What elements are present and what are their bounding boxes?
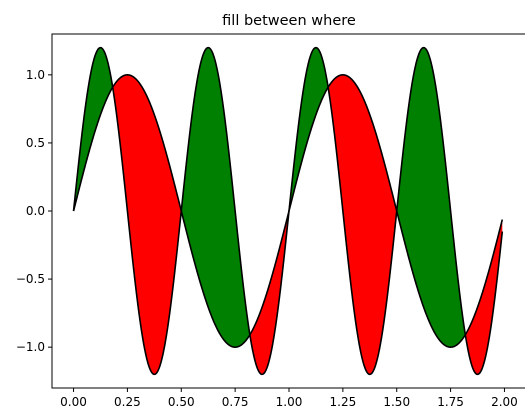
- y-tick-label: 0.5: [26, 136, 45, 150]
- x-tick-label: 0.25: [114, 395, 141, 409]
- x-tick-label: 1.25: [330, 395, 357, 409]
- x-tick-label: 0.50: [168, 395, 195, 409]
- fill-regions: [73, 47, 503, 375]
- chart-title: fill between where: [222, 13, 356, 29]
- y-axis: −1.0 −0.5 0.0 0.5 1.0: [16, 68, 52, 354]
- x-tick-label: 1.50: [383, 395, 410, 409]
- y-tick-label: 1.0: [26, 68, 45, 82]
- x-tick-label: 1.75: [437, 395, 464, 409]
- x-tick-label: 0.75: [222, 395, 249, 409]
- y-tick-label: 0.0: [26, 204, 45, 218]
- fill-region-red: [328, 74, 397, 375]
- series-line-2: [72, 46, 504, 376]
- fill-region-green: [181, 47, 250, 348]
- y-tick-label: −1.0: [16, 340, 45, 354]
- fill-region-red: [465, 219, 503, 375]
- x-tick-label: 1.00: [276, 395, 303, 409]
- series-lines: [72, 46, 504, 376]
- y-tick-label: −0.5: [16, 272, 45, 286]
- fill-region-green: [397, 47, 466, 348]
- fill-region-red: [113, 74, 182, 375]
- x-axis: 0.00 0.25 0.50 0.75 1.00 1.25 1.50 1.75 2.00: [60, 388, 518, 409]
- x-tick-label: 2.00: [491, 395, 518, 409]
- x-tick-label: 0.00: [60, 395, 87, 409]
